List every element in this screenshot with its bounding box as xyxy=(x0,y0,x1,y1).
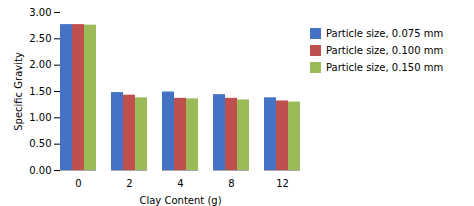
svg-text:0: 0 xyxy=(75,178,81,189)
html-text:Particle size, 0.150 mm: Particle size, 0.150 mm xyxy=(326,62,444,73)
svg-text:0.50: 0.50 xyxy=(29,138,51,149)
svg-text:0.00: 0.00 xyxy=(29,165,51,176)
svg-text:12: 12 xyxy=(276,178,289,189)
svg-text:Specific Gravity: Specific Gravity xyxy=(13,52,24,131)
svg-text:8: 8 xyxy=(228,178,234,189)
svg-text:3.00: 3.00 xyxy=(29,7,51,18)
svg-text:Clay Content (g): Clay Content (g) xyxy=(139,195,221,206)
svg-text:1.00: 1.00 xyxy=(29,112,51,123)
svg-text:2.00: 2.00 xyxy=(29,59,51,70)
svg-text:2: 2 xyxy=(126,178,132,189)
html-text:Particle size, 0.075 mm: Particle size, 0.075 mm xyxy=(326,28,444,39)
html-text:Particle size, 0.100 mm: Particle size, 0.100 mm xyxy=(326,45,444,56)
svg-text:4: 4 xyxy=(177,178,183,189)
svg-text:1.50: 1.50 xyxy=(29,86,51,97)
svg-text:2.50: 2.50 xyxy=(29,33,51,44)
